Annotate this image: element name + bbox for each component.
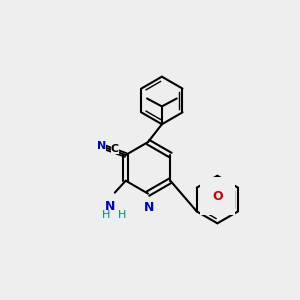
Text: N: N bbox=[97, 140, 106, 151]
Text: N: N bbox=[105, 200, 115, 212]
Text: N: N bbox=[144, 200, 154, 214]
Text: O: O bbox=[212, 190, 223, 202]
Text: H: H bbox=[118, 210, 126, 220]
Text: C: C bbox=[110, 144, 118, 154]
Text: H: H bbox=[101, 210, 110, 220]
